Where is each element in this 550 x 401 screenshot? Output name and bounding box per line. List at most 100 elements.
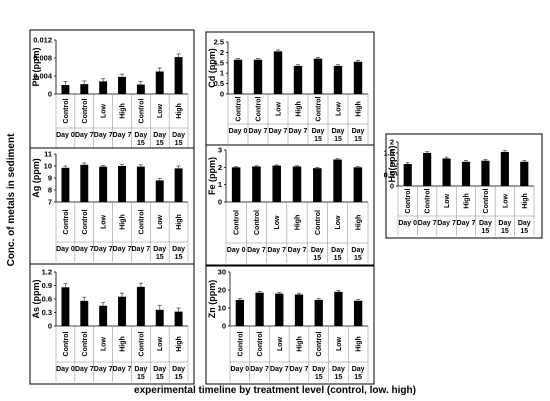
y-tick-label: 0.008 — [33, 54, 52, 63]
bar — [272, 165, 281, 202]
category-label: High — [522, 193, 529, 209]
category-label: Low — [502, 193, 509, 208]
category-label: Low — [444, 193, 451, 208]
bar — [294, 294, 304, 326]
day-label: Day 7 — [94, 132, 113, 139]
y-tick-label: 0.5 — [214, 79, 224, 88]
y-tick-label: 9 — [48, 174, 52, 183]
y-tick-label: 10 — [218, 304, 226, 313]
day-label: Day 15 — [134, 366, 147, 381]
day-label: Day 7 — [269, 128, 288, 135]
day-label: Day 7 — [418, 220, 437, 227]
chart-frame — [205, 265, 375, 385]
y-tick-label: 1 — [390, 160, 394, 169]
category-label: Low — [336, 336, 343, 351]
category-label: High — [356, 336, 363, 352]
bar — [80, 300, 89, 326]
day-label: Day 7 — [250, 366, 269, 373]
category-label: Control — [63, 99, 70, 124]
bar — [136, 84, 145, 94]
category-label: Low — [157, 214, 164, 229]
bar — [174, 168, 183, 202]
day-label: Day 15 — [153, 132, 166, 147]
bar — [174, 311, 183, 326]
chart-panels: 0.012 0.008 0.004 0 Pb (ppm) Control Day 0 Cont… — [29, 29, 543, 385]
day-label: Day 7 — [290, 366, 309, 373]
category-label: High — [295, 215, 302, 231]
day-label: Day 15 — [332, 128, 345, 143]
y-tick-label: 0 — [218, 198, 222, 207]
bar — [403, 164, 412, 186]
day-label: Day 15 — [351, 247, 364, 262]
bar — [99, 305, 108, 326]
bar — [174, 57, 183, 94]
y-tick-label: 2 — [390, 138, 394, 147]
day-label: Day 7 — [113, 246, 132, 253]
day-label: Day 7 — [75, 366, 94, 373]
day-label: Day 7 — [267, 247, 286, 254]
bar — [233, 59, 243, 94]
day-label: Day 15 — [332, 366, 345, 381]
category-label: High — [120, 214, 127, 230]
bar — [293, 65, 303, 94]
day-label: Day 15 — [479, 220, 492, 235]
category-label: Control — [425, 189, 432, 214]
bar — [442, 158, 451, 186]
bar — [520, 161, 529, 186]
bar — [353, 167, 363, 202]
chart-frame — [29, 29, 195, 151]
chart-pb: 0.012 0.008 0.004 0 Pb (ppm) Control Day 0 Cont… — [29, 29, 195, 151]
category-label: Control — [236, 97, 243, 122]
y-tick-label: 3 — [218, 146, 222, 155]
y-tick-label: 2.5 — [214, 38, 224, 47]
day-label: Day 15 — [352, 128, 365, 143]
category-label: High — [356, 101, 363, 117]
category-label: Control — [63, 332, 70, 357]
y-tick-label: 1 — [220, 69, 224, 78]
y-axis-label: Hg(ppm) — [387, 146, 397, 183]
bar — [231, 167, 241, 202]
day-label: Day 15 — [311, 247, 324, 262]
y-tick-label: 0.012 — [33, 36, 52, 45]
day-label: Day 15 — [134, 132, 147, 147]
category-label: Control — [138, 332, 145, 357]
bar — [500, 151, 509, 186]
bar — [61, 85, 70, 94]
y-tick-label: 0 — [220, 90, 224, 99]
bar — [461, 161, 471, 186]
category-label: Control — [405, 189, 412, 214]
category-label: Control — [237, 332, 244, 357]
y-axis-label: Cd (ppm) — [207, 48, 217, 88]
bar — [252, 166, 261, 202]
category-label: High — [120, 336, 127, 352]
category-label: Control — [138, 210, 145, 235]
day-label: Day 0 — [231, 366, 250, 373]
day-label: Day 7 — [75, 246, 94, 253]
day-label: Day 15 — [172, 366, 185, 381]
y-tick-label: 20 — [218, 286, 226, 295]
category-label: Low — [336, 101, 343, 116]
bar — [333, 159, 342, 202]
bar — [314, 299, 323, 326]
bar — [80, 84, 89, 94]
bar — [155, 71, 164, 94]
day-label: Day 7 — [94, 366, 113, 373]
bar — [275, 293, 284, 326]
bar — [99, 166, 108, 202]
day-label: Day 7 — [249, 128, 268, 135]
day-label: Day 7 — [94, 246, 113, 253]
bar — [423, 153, 432, 186]
category-label: Low — [157, 103, 164, 118]
y-tick-label: 10 — [44, 162, 52, 171]
category-label: Control — [257, 332, 264, 357]
category-label: Control — [82, 99, 89, 124]
day-label: Day 7 — [113, 366, 132, 373]
category-label: Control — [316, 332, 323, 357]
chart-frame — [29, 263, 195, 385]
day-label: Day 7 — [247, 247, 266, 254]
bar — [80, 164, 89, 202]
day-label: Day 15 — [352, 366, 365, 381]
category-label: Low — [101, 336, 108, 351]
bar — [255, 292, 264, 326]
